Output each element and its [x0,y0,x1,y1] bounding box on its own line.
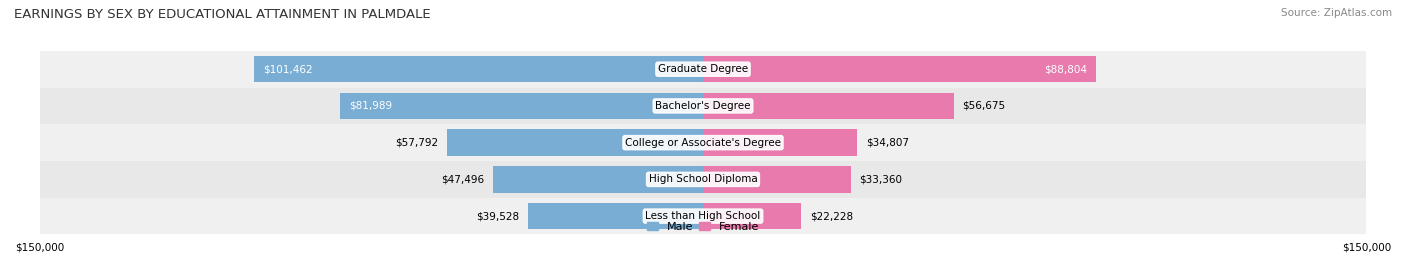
Bar [39,124,1367,161]
Text: EARNINGS BY SEX BY EDUCATIONAL ATTAINMENT IN PALMDALE: EARNINGS BY SEX BY EDUCATIONAL ATTAINMEN… [14,8,430,21]
Text: College or Associate's Degree: College or Associate's Degree [626,138,780,148]
Bar [703,203,801,229]
Text: $81,989: $81,989 [349,101,392,111]
Text: Source: ZipAtlas.com: Source: ZipAtlas.com [1281,8,1392,18]
Bar [39,51,1367,88]
Bar [447,129,703,156]
Text: Graduate Degree: Graduate Degree [658,64,748,74]
Text: $56,675: $56,675 [963,101,1005,111]
Bar [494,166,703,193]
Text: $101,462: $101,462 [263,64,312,74]
Text: $39,528: $39,528 [477,211,519,221]
Text: Less than High School: Less than High School [645,211,761,221]
Text: $57,792: $57,792 [395,138,439,148]
Bar [703,93,953,119]
Legend: Male, Female: Male, Female [643,217,763,236]
Text: $34,807: $34,807 [866,138,908,148]
Bar [254,56,703,83]
Text: Bachelor's Degree: Bachelor's Degree [655,101,751,111]
Bar [703,166,851,193]
Bar [529,203,703,229]
Text: High School Diploma: High School Diploma [648,174,758,184]
Bar [39,161,1367,198]
Bar [703,129,856,156]
Bar [703,56,1095,83]
Text: $88,804: $88,804 [1043,64,1087,74]
Text: $33,360: $33,360 [859,174,903,184]
Text: $47,496: $47,496 [441,174,484,184]
Bar [340,93,703,119]
Bar [39,88,1367,124]
Text: $22,228: $22,228 [810,211,853,221]
Bar [39,198,1367,234]
